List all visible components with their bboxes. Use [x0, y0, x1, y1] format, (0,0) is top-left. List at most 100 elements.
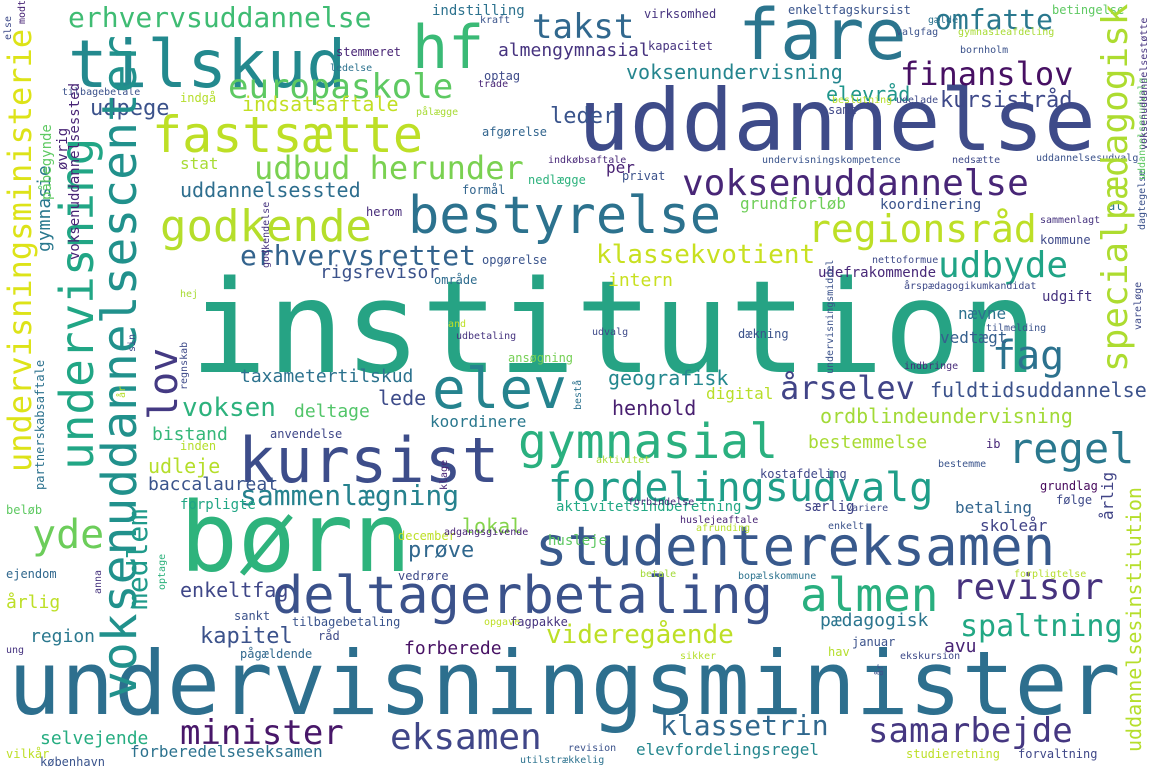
word-udpege: udpege [90, 96, 170, 121]
word-finanslov: finanslov [900, 55, 1074, 93]
word-erhvervsrettet: erhvervsrettet [240, 239, 477, 272]
word-voksenundervisning: voksenundervisning [626, 60, 843, 84]
word-udelade: nedsætte [952, 155, 1001, 166]
word-kostafdeling: kostafdeling [760, 467, 847, 481]
word-godkendelse: uddannelsesudvalg [1036, 153, 1139, 164]
word-tilskud: tilskud [68, 26, 347, 103]
word-gaelde: betingelse [1052, 3, 1125, 17]
word-almengymnasial: almengymnasial [498, 40, 650, 61]
word-forpligt: klage [439, 459, 450, 490]
word-regionsraad: regionsråd [808, 207, 1037, 251]
word-undervisningsmiddel: undervisningskompetence [762, 155, 901, 166]
word-almen: almen [800, 568, 939, 622]
word-ansoegning: ansøgning [508, 351, 574, 365]
word-virksomhed: virksomhed [644, 7, 717, 21]
word-kommune: kommune [1040, 233, 1091, 247]
word-betaling: betaling [955, 498, 1033, 517]
word-bestemme: bestemme [938, 459, 987, 470]
word-nettoformue: tilmelding [986, 323, 1047, 334]
word-deltagerbetaling: deltagerbetaling [272, 566, 773, 626]
word-forberede: forberede [404, 638, 502, 659]
word-digital: digital [706, 384, 774, 403]
word-nedsaette: sammenlagt [1040, 215, 1101, 226]
word-december: december [398, 529, 456, 543]
word-al: al [1108, 199, 1123, 213]
word-optag: optag [484, 69, 521, 83]
word-deltage: deltage [294, 401, 370, 422]
word-nedlaegge: nedlægge [528, 173, 586, 187]
word-studentereksamen: studentereksamen [535, 515, 1056, 578]
word-forvaltning: forvaltning [1018, 747, 1098, 761]
word-gymnasieafdeling: gymnasieafdeling [958, 27, 1055, 38]
word-betale: betale [640, 569, 677, 580]
word-born: børn [180, 482, 412, 594]
word-udleje: udleje [148, 454, 221, 478]
word-bornholm: udelade [896, 95, 939, 106]
word-stemmeret: stemmeret [336, 45, 402, 59]
word-aarlig-v: årlig [1098, 471, 1117, 520]
word-ib: ib [986, 437, 1001, 451]
word-forbindelse: forbindelse [628, 497, 695, 508]
word-spaltning: spaltning [960, 609, 1123, 644]
word-ordblindeundervisning: ordblindeundervisning [820, 404, 1073, 428]
word-vedtaegt: vedtægt [940, 328, 1008, 347]
word-kursist: kursist [238, 424, 500, 497]
word-indstilling: indstilling [432, 3, 525, 19]
word-hej: hej [180, 289, 199, 300]
word-kursistraad: kursistråd [940, 88, 1073, 113]
word-studieretning: studieretning [906, 747, 1000, 761]
word-indbringe: indbringe [904, 361, 959, 372]
word-and: udvalg [592, 327, 629, 338]
word-variere: variere [846, 503, 889, 514]
word-fare: fare [738, 0, 907, 76]
word-beslutning: pålægge [416, 107, 459, 118]
word-modtage: nettoformue [872, 255, 939, 266]
word-optage: optage [157, 553, 168, 590]
word-henhold: henhold [612, 396, 697, 420]
word-naevne: nævne [958, 304, 1007, 323]
word-opgoerelse: opgørelse [482, 253, 548, 267]
word-aarselev: årselev [780, 369, 915, 407]
word-koordinere: koordinere [430, 412, 527, 431]
word-aarspaedagogikumkandidat: indkøbsaftale [548, 155, 627, 166]
word-paalaegge: trade [478, 79, 509, 90]
word-afrunding: afrunding [696, 523, 751, 534]
word-voksenuddannelse: voksenuddannelse [682, 163, 1029, 204]
word-per: per [606, 158, 635, 177]
word-elev: elev [432, 357, 567, 422]
word-intern: intern [608, 270, 674, 291]
word-uddannelsessted: uddannelsessted [180, 178, 361, 202]
word-sin: bestå [573, 379, 584, 410]
word-bestaa: år [117, 385, 128, 398]
word-skoleaar: skoleår [980, 516, 1048, 535]
word-ejendom: ejendom [6, 567, 57, 581]
word-europaskole: europaskole [228, 67, 454, 107]
word-regel: regel [1008, 424, 1135, 473]
word-institution: institution [190, 254, 1038, 403]
word-stat: stat [180, 154, 219, 173]
word-lede: lede [378, 386, 427, 410]
word-medlem: medlem [121, 508, 154, 610]
word-tilbagebetaling: tilbagebetaling [292, 615, 401, 629]
word-privat: privat [622, 169, 666, 183]
word-saerlig: særlig [804, 499, 855, 515]
word-huslejeaftale: huslejeaftale [680, 515, 759, 526]
word-paabegynde: påbegynde [39, 124, 55, 200]
word-udgift: udgift [1042, 289, 1093, 305]
word-forpligte: forpligte [180, 497, 256, 513]
word-forpligtelse: forpligtelse [1014, 569, 1087, 580]
word-minister: minister [180, 713, 344, 753]
word-hf: hf [412, 13, 485, 83]
word-indkoebsaftale: bornholm [960, 45, 1009, 56]
word-foelge: følge [1056, 493, 1093, 507]
word-voksenuddannelsesstoette: årspædagogikumkandidat [904, 281, 1037, 292]
word-paedagogisk: pædagogisk [820, 610, 929, 631]
word-uddannelse: uddannelse [578, 71, 1096, 171]
word-samarbejde: samarbejde [868, 711, 1073, 751]
word-anna: anna [93, 569, 104, 594]
word-revisor: revisor [952, 567, 1104, 608]
word-sikker: opgave [484, 617, 521, 628]
word-koebenhavn: københavn [40, 755, 106, 769]
word-herom: herom [366, 205, 403, 219]
